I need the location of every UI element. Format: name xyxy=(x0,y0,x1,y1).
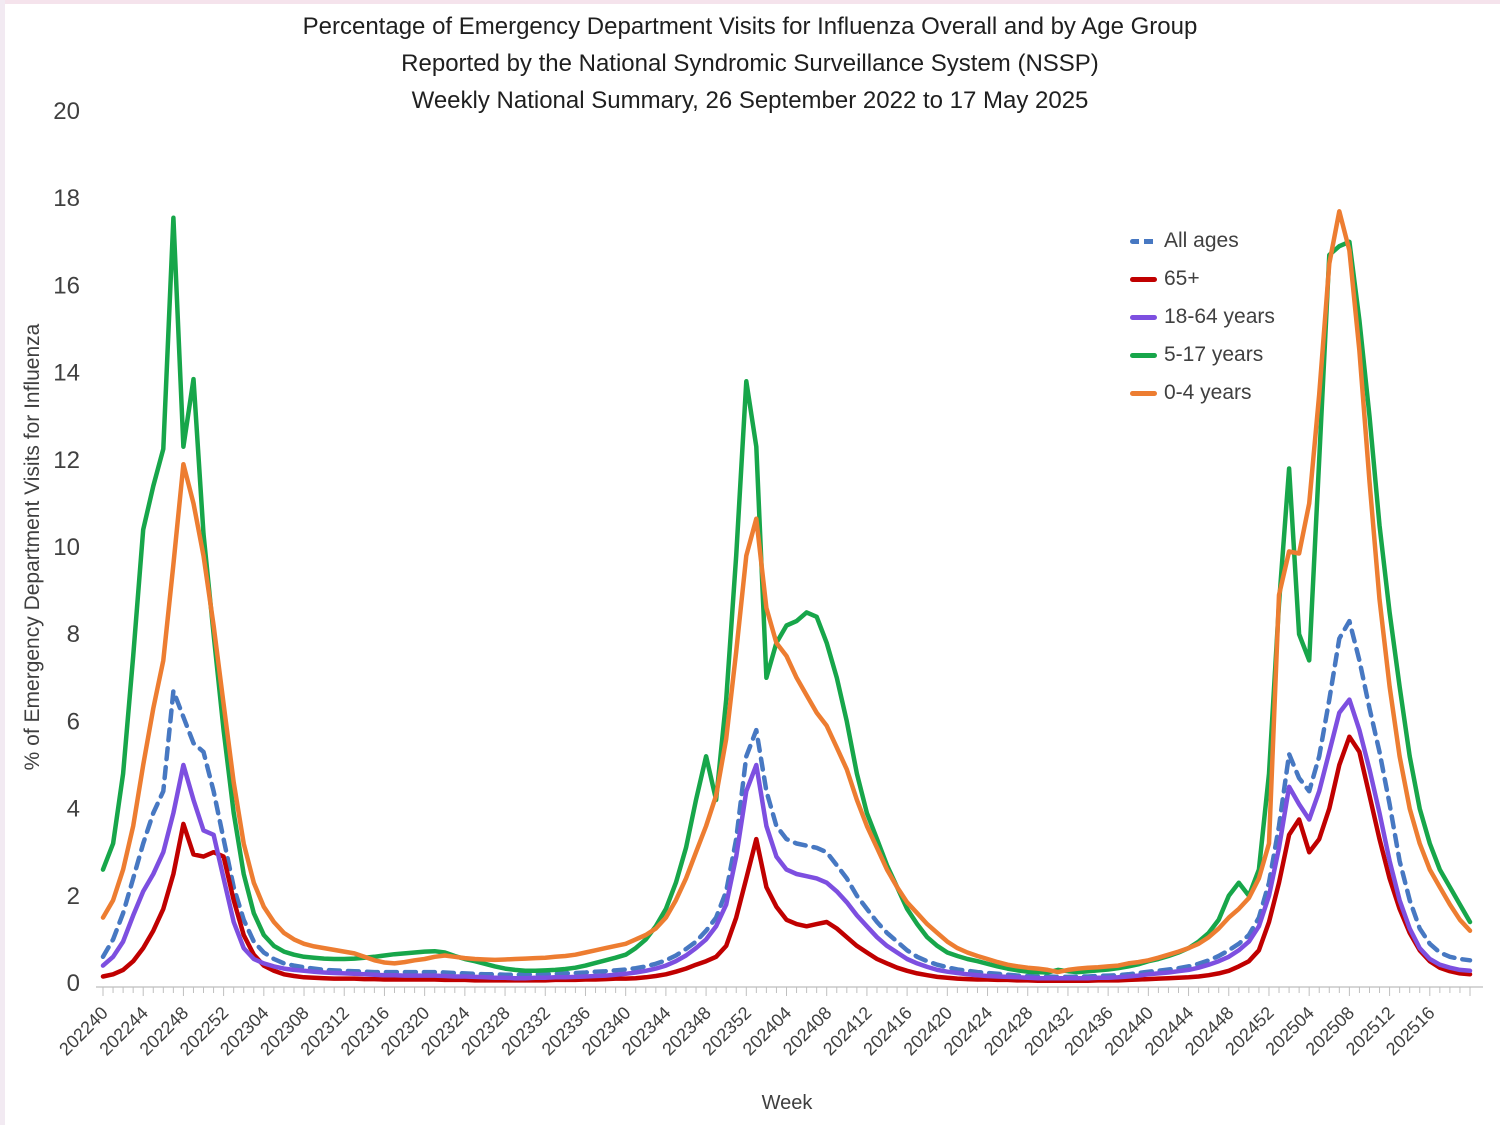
series-line-all-ages xyxy=(100,618,1473,980)
legend-item-all-ages: All ages xyxy=(1130,222,1275,260)
legend-label-0-4: 0-4 years xyxy=(1164,381,1252,404)
y-tick-label: 4 xyxy=(67,796,80,823)
legend-label-18-64: 18-64 years xyxy=(1164,305,1275,328)
legend-label-all-ages: All ages xyxy=(1164,229,1239,252)
y-tick-label: 0 xyxy=(67,970,80,997)
x-axis-title: Week xyxy=(761,1092,813,1114)
chart-title-line-3: Weekly National Summary, 26 September 20… xyxy=(411,87,1089,114)
series-line-0-4-years xyxy=(100,209,1473,975)
y-tick-label: 8 xyxy=(67,621,80,648)
series-line-18-64-years xyxy=(100,697,1473,981)
chart-title-line-1: Percentage of Emergency Department Visit… xyxy=(302,13,1198,40)
y-tick-label: 10 xyxy=(53,534,80,561)
y-tick-label: 16 xyxy=(53,272,80,299)
y-tick-label: 18 xyxy=(53,185,80,212)
window-edge-top xyxy=(0,0,1500,4)
y-tick-label: 12 xyxy=(53,447,80,474)
legend-swatch-65-plus xyxy=(1130,276,1157,282)
legend-item-65-plus: 65+ xyxy=(1130,260,1275,298)
legend-item-18-64: 18-64 years xyxy=(1130,298,1275,336)
legend-swatch-18-64 xyxy=(1130,314,1157,320)
legend-swatch-all-ages xyxy=(1130,238,1157,244)
legend-item-0-4: 0-4 years xyxy=(1130,374,1275,412)
chart-legend: All ages 65+ 18-64 years 5-17 years 0-4 … xyxy=(1130,222,1275,412)
legend-label-65-plus: 65+ xyxy=(1164,267,1200,290)
chart-title-line-2: Reported by the National Syndromic Surve… xyxy=(401,50,1099,77)
window-edge-left xyxy=(0,0,5,1125)
y-tick-label: 14 xyxy=(53,360,80,387)
series-line-5-17-years xyxy=(100,215,1473,975)
legend-swatch-5-17 xyxy=(1130,352,1157,358)
chart-title: Percentage of Emergency Department Visit… xyxy=(150,8,1350,119)
y-tick-label: 6 xyxy=(67,708,80,735)
y-tick-label: 20 xyxy=(53,98,80,125)
legend-label-5-17: 5-17 years xyxy=(1164,343,1264,366)
legend-swatch-0-4 xyxy=(1130,390,1157,396)
legend-item-5-17: 5-17 years xyxy=(1130,336,1275,374)
y-tick-label: 2 xyxy=(67,883,80,910)
series-line-65- xyxy=(100,734,1473,984)
